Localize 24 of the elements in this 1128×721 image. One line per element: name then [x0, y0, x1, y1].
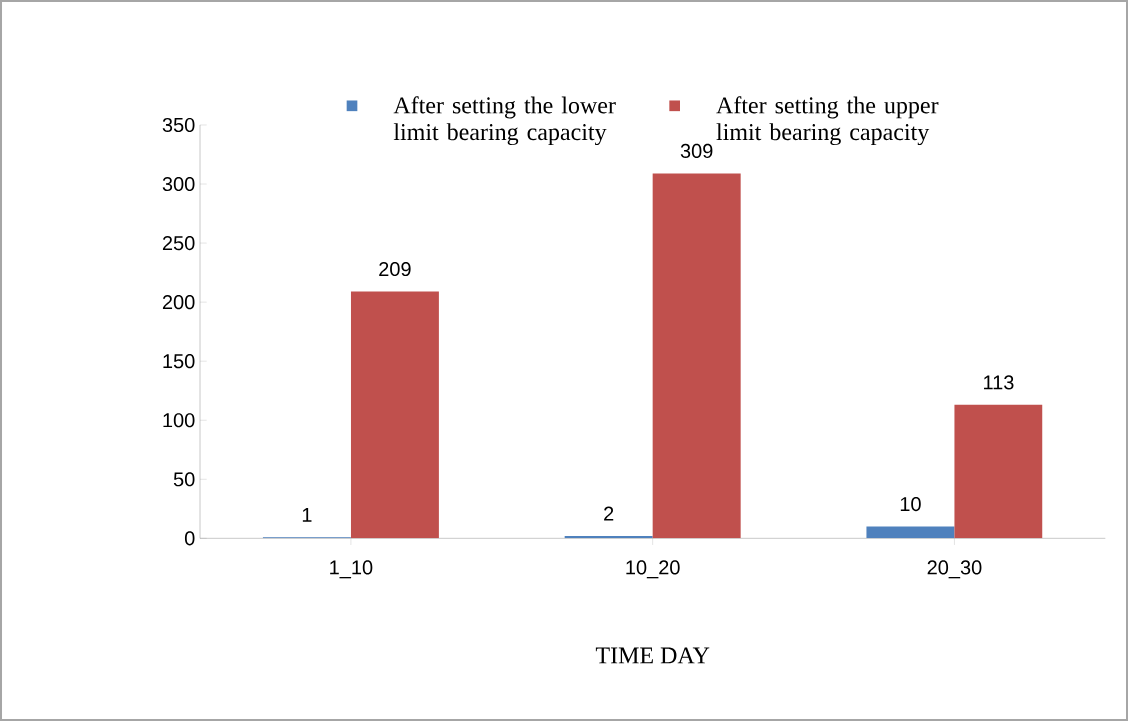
y-tick-label: 0 — [184, 531, 195, 546]
data-label: 209 — [379, 261, 411, 277]
y-tick-label: 150 — [163, 354, 195, 369]
x-axis-title: TIME DAY — [595, 647, 710, 664]
bar — [652, 173, 741, 539]
x-tick-label: 1_10 — [330, 560, 373, 579]
y-tick-label: 200 — [162, 295, 195, 310]
data-label: 1 — [302, 508, 312, 522]
data-label: 309 — [680, 143, 713, 159]
legend-label: After setting the lower limit bearing capacity — [393, 96, 616, 146]
y-tick-label: 300 — [162, 176, 195, 192]
bar — [866, 526, 955, 539]
x-tick-label: 10_20 — [626, 560, 680, 579]
y-tick-label: 100 — [163, 413, 195, 428]
data-label: 113 — [984, 375, 1014, 390]
y-tick-label: 50 — [173, 472, 195, 487]
y-tick-label: 350 — [162, 117, 195, 133]
data-label: 10 — [900, 496, 921, 512]
data-label: 2 — [604, 506, 614, 521]
bar — [350, 291, 439, 539]
bar — [954, 404, 1043, 539]
x-tick-label: 20_30 — [927, 560, 982, 579]
legend-label: After setting the upper limit bearing capacity — [716, 96, 939, 146]
y-tick-label: 250 — [162, 236, 195, 251]
